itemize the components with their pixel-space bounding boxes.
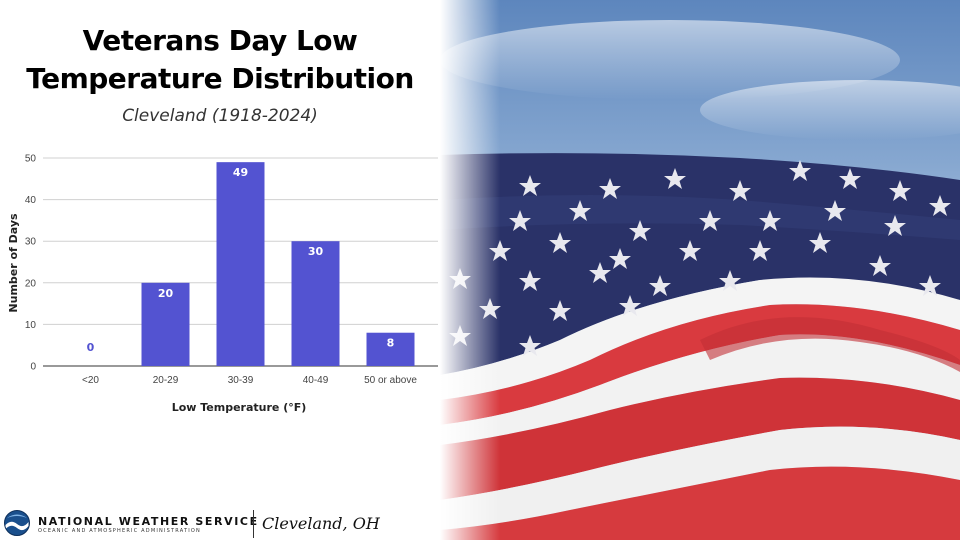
noaa-logo-icon [4, 510, 30, 536]
chart-subtitle: Cleveland (1918-2024) [122, 106, 318, 126]
data-label: 20 [158, 287, 174, 300]
chart-title: Veterans Day Low Temperature Distributio… [0, 22, 440, 98]
y-tick-label: 10 [25, 320, 37, 331]
x-axis-label: Low Temperature (°F) [172, 401, 307, 414]
y-tick-label: 40 [25, 195, 37, 206]
bar [216, 162, 265, 366]
y-axis-label: Number of Days [7, 213, 20, 313]
x-tick-label: 40-49 [303, 375, 329, 386]
x-tick-label: 50 or above [364, 375, 417, 386]
nws-name: NATIONAL WEATHER SERVICE [38, 515, 259, 528]
american-flag-photo [440, 0, 960, 540]
office-name: Cleveland, OH [262, 514, 380, 533]
photo-fade-edge [440, 0, 500, 540]
y-tick-label: 20 [25, 278, 37, 289]
data-label: 49 [233, 166, 248, 179]
y-tick-label: 50 [25, 154, 37, 165]
flag-illustration [440, 20, 960, 540]
data-label: 30 [308, 245, 324, 258]
footer: NATIONAL WEATHER SERVICE OCEANIC AND ATM… [4, 506, 444, 540]
x-tick-label: 30-39 [228, 375, 254, 386]
bar [141, 282, 190, 366]
nws-subtitle: OCEANIC AND ATMOSPHERIC ADMINISTRATION [38, 528, 201, 534]
label-layer: 0 10 20 30 40 50 <20 0 20-29 20 30-39 49 40-49 30 50 o… [25, 154, 417, 387]
footer-divider [253, 510, 254, 538]
x-tick-label: 20-29 [153, 375, 179, 386]
title-line-1: Veterans Day Low [82, 24, 358, 57]
bar [366, 332, 415, 366]
bar-chart: 0 10 20 30 40 50 <20 0 20-29 20 30-39 49 40-49 30 50 o… [7, 154, 438, 414]
bar-layer [141, 162, 415, 366]
x-tick-label: <20 [82, 375, 99, 386]
y-tick-label: 30 [25, 237, 37, 248]
data-label: 0 [87, 341, 95, 354]
chart-panel: Veterans Day Low Temperature Distributio… [0, 0, 445, 540]
bar [291, 241, 340, 366]
data-label: 8 [387, 337, 395, 350]
y-tick-label: 0 [30, 362, 36, 373]
title-line-2: Temperature Distribution [26, 62, 414, 95]
